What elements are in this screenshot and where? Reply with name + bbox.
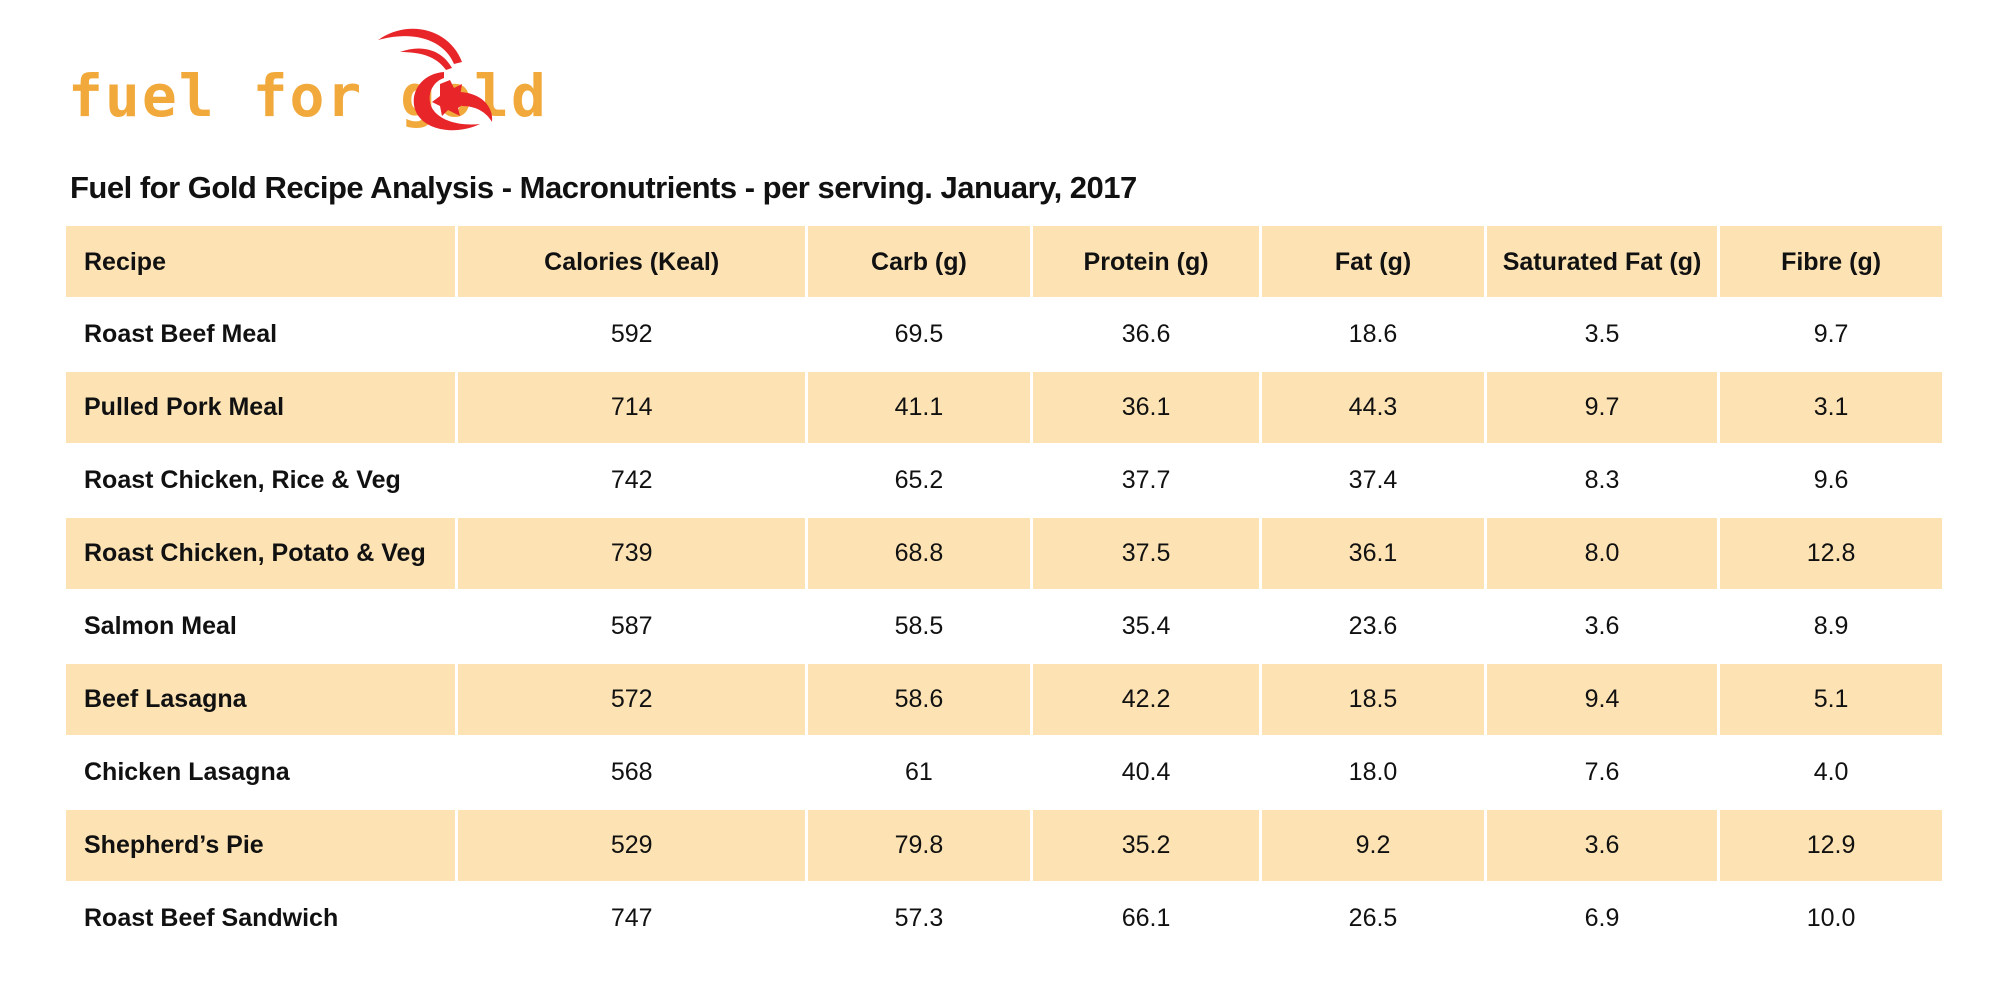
recipe-name: Shepherd’s Pie [66, 808, 456, 883]
recipe-name: Salmon Meal [84, 612, 237, 640]
table-cell: 747 [610, 904, 653, 932]
recipe-name: Roast Beef Sandwich [84, 904, 339, 932]
table-cell: 57.3 [894, 904, 944, 932]
table-row: Pulled Pork Meal 714 41.1 36.1 44.3 9.7 3.1 [66, 370, 1942, 445]
table-row: Salmon Meal 587 58.5 35.4 23.6 3.6 8.9 [66, 591, 1942, 662]
table-cell: 9.2 [1262, 808, 1484, 883]
recipe-name: Beef Lasagna [66, 662, 456, 737]
table-cell: 742 [610, 466, 653, 494]
table-cell: 5.1 [1720, 662, 1942, 737]
table-cell: 23.6 [1348, 612, 1398, 640]
table-cell: 37.4 [1348, 466, 1398, 494]
table-cell: 79.8 [807, 808, 1030, 883]
table-cell: 18.5 [1262, 662, 1484, 737]
table-cell: 35.2 [1032, 808, 1260, 883]
table-cell: 36.6 [1121, 320, 1171, 348]
column-header: Carb (g) [807, 226, 1030, 299]
table-cell: 61 [905, 758, 933, 786]
table-cell: 26.5 [1348, 904, 1398, 932]
column-header: Fat (g) [1262, 226, 1484, 299]
table-cell: 714 [458, 370, 805, 445]
table-cell: 3.5 [1584, 320, 1620, 348]
table-cell: 68.8 [807, 516, 1030, 591]
table-cell: 18.0 [1348, 758, 1398, 786]
nutrition-table: Recipe Calories (Keal) Carb (g) Protein (g)… [63, 226, 1945, 954]
table-cell: 3.6 [1486, 808, 1718, 883]
table-row: Roast Chicken, Potato & Veg 739 68.8 37.5 36… [66, 516, 1942, 591]
table-cell: 65.2 [894, 466, 944, 494]
table-cell: 529 [458, 808, 805, 883]
table-cell: 3.6 [1584, 612, 1620, 640]
table-cell: 568 [610, 758, 653, 786]
table-cell: 36.1 [1032, 370, 1260, 445]
table-row: Chicken Lasagna 568 61 40.4 18.0 7.6 4.0 [66, 737, 1942, 808]
table-cell: 69.5 [894, 320, 944, 348]
table-cell: 41.1 [807, 370, 1030, 445]
table-cell: 9.4 [1486, 662, 1718, 737]
document-title: Fuel for Gold Recipe Analysis - Macronut… [70, 170, 1137, 205]
table-cell: 10.0 [1806, 904, 1856, 932]
table-cell: 6.9 [1584, 904, 1620, 932]
table-cell: 572 [458, 662, 805, 737]
table-cell: 37.7 [1121, 466, 1171, 494]
table-cell: 58.6 [807, 662, 1030, 737]
table-cell: 9.7 [1486, 370, 1718, 445]
table-cell: 35.4 [1121, 612, 1171, 640]
recipe-name: Roast Chicken, Potato & Veg [66, 516, 456, 591]
table-row: Roast Chicken, Rice & Veg 742 65.2 37.7 37.4… [66, 445, 1942, 516]
table-cell: 40.4 [1121, 758, 1171, 786]
table-cell: 4.0 [1813, 758, 1849, 786]
column-header: Calories (Keal) [458, 226, 805, 299]
recipe-name: Roast Beef Meal [84, 320, 278, 348]
table-cell: 3.1 [1720, 370, 1942, 445]
column-header: Fibre (g) [1720, 226, 1942, 299]
table-cell: 37.5 [1032, 516, 1260, 591]
table-cell: 18.6 [1348, 320, 1398, 348]
table-cell: 36.1 [1262, 516, 1484, 591]
table-cell: 8.0 [1486, 516, 1718, 591]
table-cell: 12.9 [1720, 808, 1942, 883]
recipe-name: Pulled Pork Meal [66, 370, 456, 445]
recipe-name: Chicken Lasagna [84, 758, 290, 786]
table-row: Roast Beef Meal 592 69.5 36.6 18.6 3.5 9.7 [66, 299, 1942, 370]
table-cell: 66.1 [1121, 904, 1171, 932]
column-header: Saturated Fat (g) [1486, 226, 1718, 299]
column-header: Recipe [66, 226, 456, 299]
logo-icon [378, 28, 493, 131]
table-body: Roast Beef Meal 592 69.5 36.6 18.6 3.5 9.7 Pull… [66, 299, 1942, 954]
table-row: Roast Beef Sandwich 747 57.3 66.1 26.5 6.9 10.… [66, 883, 1942, 954]
table-cell: 58.5 [894, 612, 944, 640]
table-cell: 592 [610, 320, 653, 348]
table-cell: 7.6 [1584, 758, 1620, 786]
recipe-name: Roast Chicken, Rice & Veg [84, 466, 401, 494]
table-cell: 8.3 [1584, 466, 1620, 494]
table-cell: 587 [610, 612, 653, 640]
table-cell: 8.9 [1813, 612, 1849, 640]
table-cell: 9.7 [1813, 320, 1849, 348]
table-cell: 44.3 [1262, 370, 1484, 445]
header-row: Recipe Calories (Keal) Carb (g) Protein (g)… [66, 226, 1942, 299]
table-row: Beef Lasagna 572 58.6 42.2 18.5 9.4 5.1 [66, 662, 1942, 737]
table-cell: 42.2 [1032, 662, 1260, 737]
column-header: Protein (g) [1032, 226, 1260, 299]
table-cell: 12.8 [1720, 516, 1942, 591]
table-cell: 739 [458, 516, 805, 591]
table-cell: 9.6 [1813, 466, 1849, 494]
table-row: Shepherd’s Pie 529 79.8 35.2 9.2 3.6 12.9 [66, 808, 1942, 883]
